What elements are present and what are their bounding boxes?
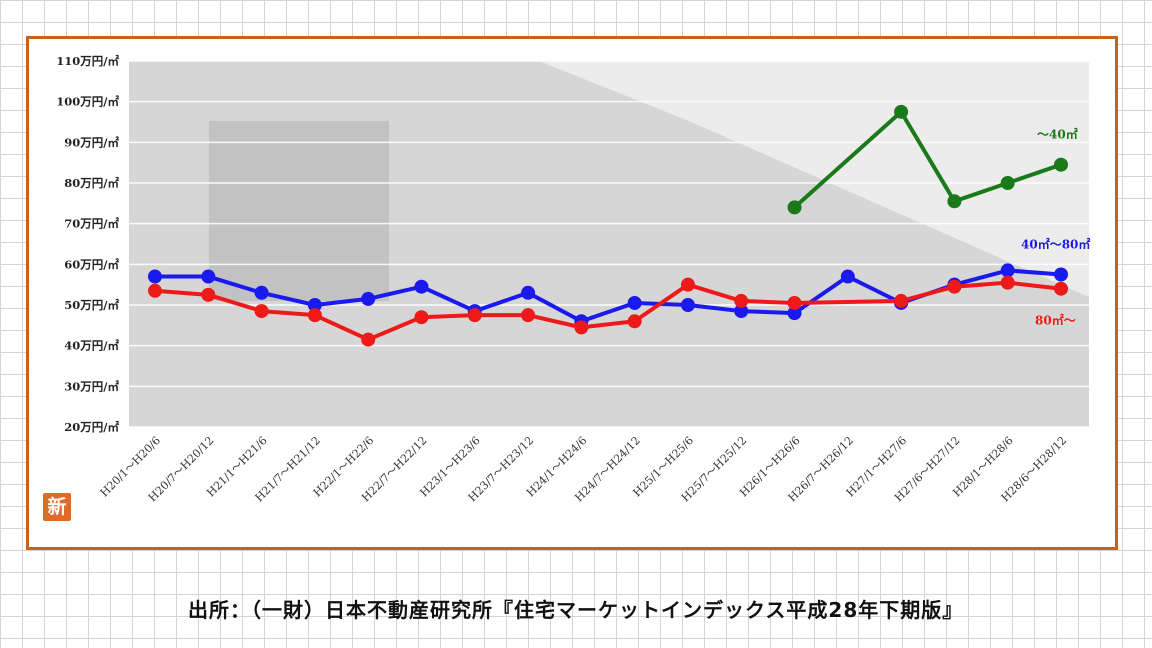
data-point: [148, 283, 162, 298]
data-point: [201, 287, 216, 302]
data-point: [467, 308, 482, 323]
data-point: [1054, 281, 1068, 296]
data-point: [148, 269, 162, 284]
data-point: [787, 200, 802, 215]
new-badge: 新: [43, 493, 71, 521]
data-point: [1000, 275, 1015, 290]
data-point: [1000, 263, 1015, 278]
data-point: [894, 104, 909, 119]
data-point: [734, 304, 749, 319]
y-tick-label: 50万円/㎡: [64, 298, 119, 312]
y-tick-label: 20万円/㎡: [64, 420, 119, 434]
data-point: [627, 295, 642, 310]
series-label: 40㎡～80㎡: [1021, 237, 1090, 252]
data-point: [521, 285, 536, 300]
data-point: [201, 269, 216, 284]
data-point: [254, 285, 269, 300]
data-point: [947, 194, 962, 209]
data-point: [1054, 267, 1068, 282]
y-tick-label: 100万円/㎡: [56, 95, 119, 109]
data-point: [361, 332, 376, 347]
y-tick-label: 70万円/㎡: [64, 217, 119, 231]
data-point: [361, 291, 376, 306]
data-point: [840, 269, 855, 284]
data-point: [1054, 157, 1068, 172]
series-label: ～40㎡: [1037, 127, 1078, 142]
y-tick-label: 110万円/㎡: [56, 54, 119, 68]
data-point: [894, 293, 909, 308]
y-tick-label: 60万円/㎡: [64, 257, 119, 271]
data-point: [307, 298, 322, 312]
data-point: [414, 279, 429, 294]
plot-background-shade: [209, 121, 389, 301]
data-point: [414, 310, 429, 325]
data-point: [1000, 176, 1015, 190]
y-tick-label: 40万円/㎡: [64, 339, 119, 353]
source-caption: 出所：（一財）日本不動産研究所『住宅マーケットインデックス平成28年下期版』: [188, 598, 964, 622]
data-point: [254, 304, 269, 319]
data-point: [521, 308, 536, 323]
data-point: [574, 320, 589, 335]
series-label: 80㎡～: [1035, 313, 1076, 328]
data-point: [680, 277, 695, 292]
data-point: [787, 295, 802, 310]
data-point: [787, 306, 802, 321]
data-point: [680, 298, 695, 312]
y-tick-label: 90万円/㎡: [64, 135, 119, 149]
data-point: [307, 308, 322, 323]
plot-background-highlight: [539, 61, 1089, 297]
data-point: [947, 279, 962, 294]
chart-frame: 110万円/㎡ 100万円/㎡ 90万円/㎡ 80万円/㎡ 70万円/㎡ 60万円/㎡ 50…: [26, 36, 1118, 550]
y-tick-label: 80万円/㎡: [64, 176, 119, 190]
data-point: [734, 293, 749, 308]
data-point: [627, 314, 642, 329]
y-tick-label: 30万円/㎡: [64, 379, 119, 393]
line-chart: 110万円/㎡ 100万円/㎡ 90万円/㎡ 80万円/㎡ 70万円/㎡ 60万円/㎡ 50…: [56, 54, 1090, 504]
